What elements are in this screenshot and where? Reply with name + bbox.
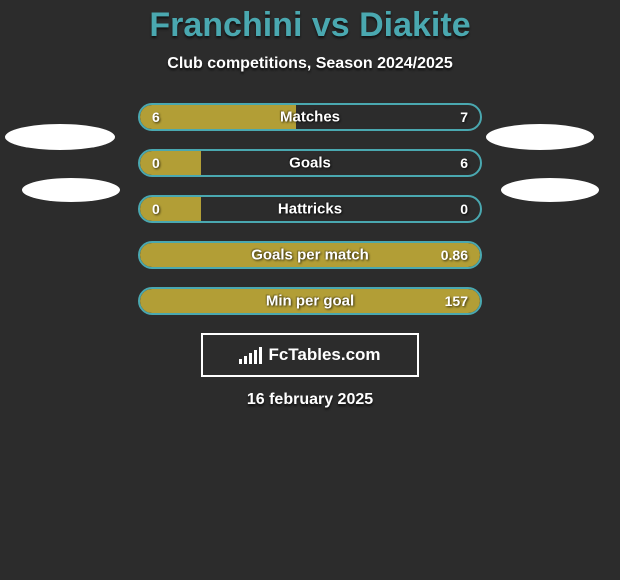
stat-left-value: 0 bbox=[152, 155, 160, 171]
stat-right-value: 0 bbox=[460, 201, 468, 217]
stats-area: Matches67Goals06Hattricks00Goals per mat… bbox=[138, 103, 482, 315]
stat-right-value: 157 bbox=[445, 293, 468, 309]
left-bottom-ellipse bbox=[22, 178, 120, 202]
stat-row: Min per goal157 bbox=[138, 287, 482, 315]
date-text: 16 february 2025 bbox=[0, 391, 620, 409]
stat-label: Goals bbox=[140, 155, 480, 172]
stat-right-value: 0.86 bbox=[441, 247, 468, 263]
logo-bar bbox=[244, 356, 247, 364]
logo-bar bbox=[259, 347, 262, 364]
right-top-ellipse bbox=[486, 124, 594, 150]
stat-label: Hattricks bbox=[140, 201, 480, 218]
stat-right-value: 7 bbox=[460, 109, 468, 125]
logo-text: FcTables.com bbox=[268, 345, 380, 365]
logo-bar bbox=[249, 353, 252, 364]
logo-bar bbox=[254, 350, 257, 364]
logo-bar bbox=[239, 359, 242, 364]
stat-row: Goals0 6 bbox=[138, 149, 482, 177]
stat-left-value: 6 bbox=[152, 109, 160, 125]
infographic-container: Franchini vs Diakite Club competitions, … bbox=[0, 0, 620, 580]
stat-left-value: 0 bbox=[152, 201, 160, 217]
stat-label: Min per goal bbox=[140, 293, 480, 310]
subtitle: Club competitions, Season 2024/2025 bbox=[0, 55, 620, 73]
stat-label: Goals per match bbox=[140, 247, 480, 264]
stat-label: Matches bbox=[140, 109, 480, 126]
right-bottom-ellipse bbox=[501, 178, 599, 202]
stat-row: Goals per match0.86 bbox=[138, 241, 482, 269]
page-title: Franchini vs Diakite bbox=[0, 6, 620, 45]
logo-bars-icon bbox=[239, 346, 262, 364]
logo-box: FcTables.com bbox=[201, 333, 419, 377]
stat-right-value: 6 bbox=[460, 155, 468, 171]
stat-row: Matches6 7 bbox=[138, 103, 482, 131]
stat-row: Hattricks0 0 bbox=[138, 195, 482, 223]
left-top-ellipse bbox=[5, 124, 115, 150]
